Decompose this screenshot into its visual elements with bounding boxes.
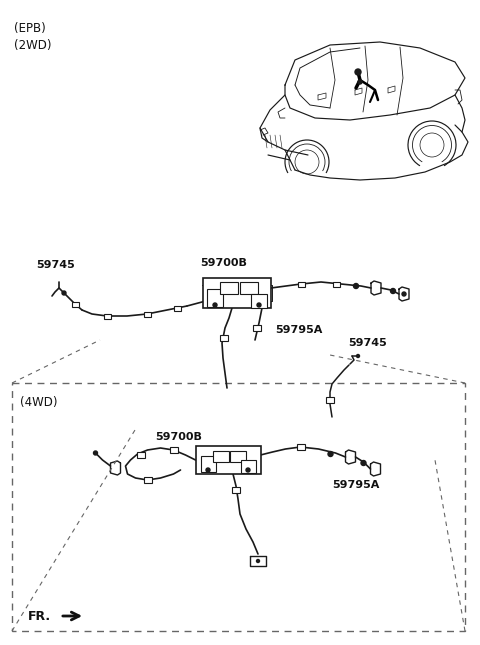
Text: 59795A: 59795A bbox=[275, 325, 323, 335]
Text: FR.: FR. bbox=[28, 610, 51, 622]
Bar bbox=[144, 312, 151, 317]
Text: 59745: 59745 bbox=[348, 338, 387, 348]
Bar bbox=[195, 446, 261, 474]
Bar bbox=[220, 335, 228, 341]
Bar bbox=[213, 450, 229, 462]
Circle shape bbox=[391, 288, 396, 293]
Circle shape bbox=[353, 284, 359, 288]
Bar bbox=[253, 325, 261, 331]
Bar bbox=[232, 487, 240, 493]
Text: 59795A: 59795A bbox=[332, 480, 379, 490]
Bar bbox=[220, 282, 238, 294]
Text: (4WD): (4WD) bbox=[20, 396, 58, 409]
Circle shape bbox=[355, 69, 361, 75]
Circle shape bbox=[206, 468, 210, 472]
Bar bbox=[173, 306, 180, 310]
Bar bbox=[144, 477, 152, 483]
Bar bbox=[333, 281, 339, 286]
Bar bbox=[240, 282, 258, 294]
Bar bbox=[72, 301, 79, 306]
Bar bbox=[326, 397, 334, 403]
Text: 59700B: 59700B bbox=[155, 432, 202, 442]
Circle shape bbox=[357, 355, 360, 357]
Bar bbox=[104, 313, 110, 319]
Circle shape bbox=[94, 451, 97, 455]
Circle shape bbox=[213, 303, 217, 307]
Circle shape bbox=[328, 451, 333, 457]
Bar bbox=[201, 456, 216, 472]
Circle shape bbox=[246, 468, 250, 472]
Bar bbox=[203, 278, 271, 308]
Circle shape bbox=[361, 461, 366, 466]
Circle shape bbox=[256, 559, 260, 562]
Circle shape bbox=[402, 292, 406, 296]
Text: 59700B: 59700B bbox=[200, 258, 247, 268]
Text: 59745: 59745 bbox=[36, 260, 75, 270]
Bar bbox=[298, 281, 304, 286]
Bar bbox=[297, 444, 304, 450]
Circle shape bbox=[358, 80, 362, 84]
Circle shape bbox=[62, 291, 66, 295]
Bar bbox=[230, 450, 246, 462]
Circle shape bbox=[257, 303, 261, 307]
Bar bbox=[169, 447, 178, 453]
Text: (EPB)
(2WD): (EPB) (2WD) bbox=[14, 22, 51, 52]
Bar bbox=[240, 459, 255, 473]
Bar bbox=[207, 289, 223, 307]
Bar bbox=[251, 294, 267, 308]
Bar bbox=[12, 383, 465, 631]
Bar bbox=[136, 452, 144, 458]
